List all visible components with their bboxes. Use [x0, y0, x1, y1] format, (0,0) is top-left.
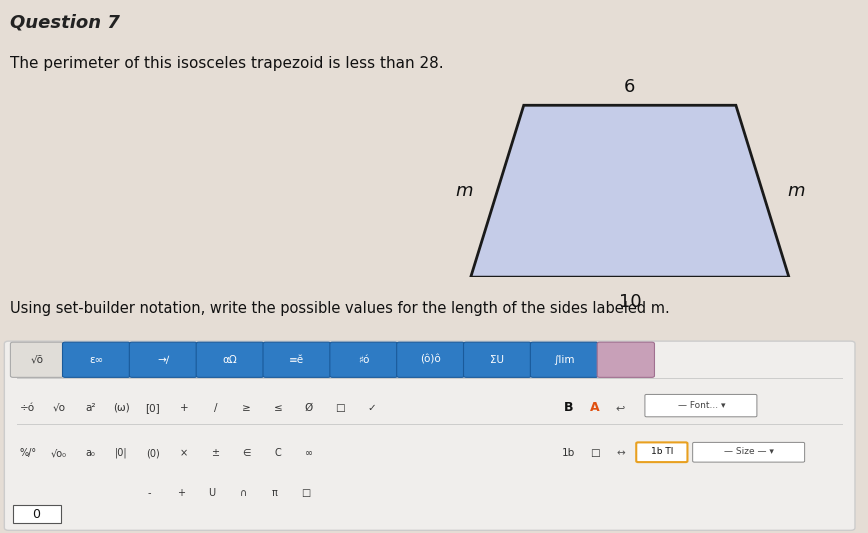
FancyBboxPatch shape [129, 342, 197, 377]
Text: Ø: Ø [305, 403, 313, 413]
FancyBboxPatch shape [10, 342, 63, 377]
Text: /: / [214, 403, 217, 413]
FancyBboxPatch shape [693, 442, 805, 462]
Text: a²: a² [85, 403, 95, 413]
Text: 6: 6 [624, 78, 635, 96]
Text: |0|: |0| [115, 448, 128, 458]
Text: [0]: [0] [146, 403, 160, 413]
Text: ±: ± [211, 448, 220, 458]
FancyBboxPatch shape [636, 442, 687, 462]
Text: -: - [148, 488, 151, 498]
Text: □: □ [589, 448, 600, 458]
Text: ♯ó: ♯ó [358, 355, 370, 365]
Text: Question 7: Question 7 [10, 13, 121, 31]
FancyBboxPatch shape [196, 342, 264, 377]
Text: →∕: →∕ [157, 355, 169, 365]
Text: m: m [787, 182, 805, 200]
Text: B: B [564, 401, 573, 414]
FancyBboxPatch shape [464, 342, 531, 377]
Text: ≡ĕ: ≡ĕ [289, 355, 305, 365]
Text: □: □ [301, 488, 310, 498]
Text: ∩: ∩ [240, 488, 247, 498]
FancyBboxPatch shape [330, 342, 398, 377]
Text: √õ: √õ [30, 355, 43, 365]
Text: □: □ [335, 403, 345, 413]
Text: (ô)ô: (ô)ô [420, 355, 441, 365]
Text: Using set-builder notation, write the possible values for the length of the side: Using set-builder notation, write the po… [10, 301, 670, 316]
Text: — Font... ▾: — Font... ▾ [678, 401, 725, 410]
FancyBboxPatch shape [263, 342, 331, 377]
Text: √o₀: √o₀ [51, 448, 67, 458]
Text: 10: 10 [619, 293, 641, 311]
Text: U: U [208, 488, 215, 498]
FancyBboxPatch shape [4, 341, 855, 530]
Text: π: π [272, 488, 277, 498]
Text: ∈: ∈ [242, 448, 251, 458]
Text: — Size — ▾: — Size — ▾ [724, 448, 773, 456]
Text: A: A [589, 401, 600, 414]
Text: (ω): (ω) [113, 403, 130, 413]
FancyBboxPatch shape [645, 394, 757, 417]
Bar [13, 505, 61, 523]
Polygon shape [470, 106, 789, 277]
Text: (0): (0) [146, 448, 160, 458]
FancyBboxPatch shape [530, 342, 598, 377]
FancyBboxPatch shape [62, 342, 130, 377]
Text: ∫lim: ∫lim [554, 355, 575, 365]
Text: +: + [180, 403, 188, 413]
Text: ↩: ↩ [616, 403, 625, 413]
Text: ε∞: ε∞ [89, 355, 103, 365]
Text: The perimeter of this isosceles trapezoid is less than 28.: The perimeter of this isosceles trapezoi… [10, 56, 444, 71]
Text: √o: √o [53, 403, 65, 413]
Text: αΩ: αΩ [223, 355, 237, 365]
Text: m: m [455, 182, 473, 200]
Text: 0: 0 [32, 508, 41, 521]
Text: ÷ó: ÷ó [20, 403, 36, 413]
Text: ✓: ✓ [367, 403, 376, 413]
Text: 1b: 1b [562, 448, 575, 458]
Text: %/°: %/° [19, 448, 36, 458]
Text: ≥: ≥ [242, 403, 251, 413]
Text: ≤: ≤ [273, 403, 282, 413]
Text: ∞: ∞ [305, 448, 313, 458]
FancyBboxPatch shape [397, 342, 464, 377]
Text: 1b TI: 1b TI [651, 448, 673, 456]
FancyBboxPatch shape [597, 342, 654, 377]
Text: ↔: ↔ [616, 448, 625, 458]
Text: ×: × [180, 448, 188, 458]
Text: +: + [176, 488, 185, 498]
Text: ΣU: ΣU [490, 355, 504, 365]
Text: C: C [274, 448, 281, 458]
Text: a₀: a₀ [85, 448, 95, 458]
